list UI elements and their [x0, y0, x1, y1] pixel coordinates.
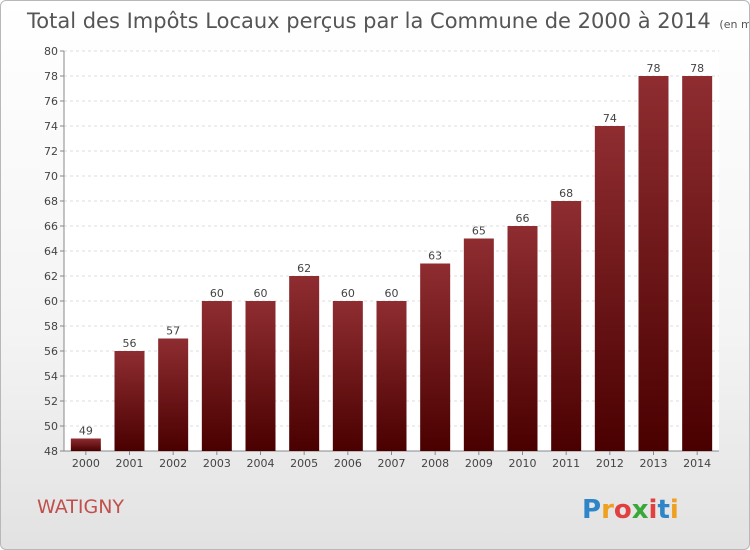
x-tick-label: 2009 — [465, 457, 493, 470]
x-tick-label: 2007 — [378, 457, 406, 470]
logo-letter: x — [632, 495, 649, 525]
logo-letter: o — [614, 495, 632, 525]
data-label: 57 — [166, 325, 180, 338]
x-tick-label: 2014 — [683, 457, 711, 470]
x-tick-label: 2012 — [596, 457, 624, 470]
bars — [70, 76, 713, 451]
logo-letter: t — [657, 495, 669, 525]
data-label: 49 — [79, 425, 93, 438]
y-tick-label: 54 — [44, 370, 58, 383]
bar-2010 — [507, 226, 538, 451]
y-tick-label: 70 — [44, 170, 58, 183]
bar-2000 — [70, 438, 101, 451]
bar-2012 — [594, 126, 625, 451]
x-tick-label: 2001 — [116, 457, 144, 470]
chart-title-text: Total des Impôts Locaux perçus par la Co… — [26, 9, 711, 33]
logo-letter: P — [582, 495, 601, 525]
data-label: 74 — [603, 112, 617, 125]
data-label: 60 — [341, 287, 355, 300]
chart-unit: (en milliers d'€) — [719, 18, 749, 31]
bar-2004 — [245, 301, 276, 451]
y-tick-label: 76 — [44, 95, 58, 108]
y-tick-label: 64 — [44, 245, 58, 258]
data-label: 66 — [516, 212, 530, 225]
y-tick-label: 56 — [44, 345, 58, 358]
x-tick-label: 2013 — [640, 457, 668, 470]
x-tick-label: 2000 — [72, 457, 100, 470]
bar-2011 — [551, 201, 582, 451]
proxiti-logo: Proxiti — [582, 495, 679, 525]
data-label: 63 — [428, 250, 442, 263]
axes: 48 50 52 54 56 58 60 62 64 66 68 70 72 74 76 78 80 2000 20… — [44, 45, 719, 470]
y-tick-label: 68 — [44, 195, 58, 208]
bar-2007 — [376, 301, 407, 451]
y-tick-label: 72 — [44, 145, 58, 158]
y-tick-label: 66 — [44, 220, 58, 233]
bar-2014 — [682, 76, 713, 451]
data-label: 60 — [254, 287, 268, 300]
data-label: 78 — [647, 62, 661, 75]
y-tick-label: 48 — [44, 445, 58, 458]
x-tick-label: 2008 — [421, 457, 449, 470]
bar-2001 — [114, 351, 145, 451]
x-tick-label: 2011 — [552, 457, 580, 470]
data-label: 56 — [123, 337, 137, 350]
chart-title: Total des Impôts Locaux perçus par la Co… — [26, 9, 749, 33]
logo-letter: i — [649, 495, 658, 525]
logo-letter: r — [601, 495, 614, 525]
y-tick-label: 80 — [44, 45, 58, 58]
x-tick-label: 2010 — [509, 457, 537, 470]
x-tick-label: 2004 — [247, 457, 275, 470]
bar-2009 — [463, 238, 494, 451]
y-tick-label: 62 — [44, 270, 58, 283]
y-tick-label: 78 — [44, 70, 58, 83]
bar-2003 — [201, 301, 232, 451]
data-label: 65 — [472, 225, 486, 238]
data-label: 68 — [559, 187, 573, 200]
x-tick-label: 2002 — [159, 457, 187, 470]
y-tick-label: 50 — [44, 420, 58, 433]
y-tick-label: 74 — [44, 120, 58, 133]
x-tick-label: 2006 — [334, 457, 362, 470]
bar-2013 — [638, 76, 669, 451]
data-labels: 49 56 57 60 60 62 60 60 63 65 66 68 74 78 78 — [79, 62, 704, 438]
bar-2008 — [420, 263, 451, 451]
commune-name: WATIGNY — [37, 496, 124, 518]
x-tick-label: 2003 — [203, 457, 231, 470]
data-label: 62 — [297, 262, 311, 275]
x-tick-label: 2005 — [290, 457, 318, 470]
data-label: 60 — [385, 287, 399, 300]
y-tick-label: 52 — [44, 395, 58, 408]
bar-2005 — [289, 276, 320, 451]
bar-2006 — [332, 301, 363, 451]
data-label: 60 — [210, 287, 224, 300]
bar-2002 — [158, 338, 189, 451]
data-label: 78 — [690, 62, 704, 75]
logo-letter: i — [670, 495, 679, 525]
y-tick-label: 60 — [44, 295, 58, 308]
y-tick-label: 58 — [44, 320, 58, 333]
